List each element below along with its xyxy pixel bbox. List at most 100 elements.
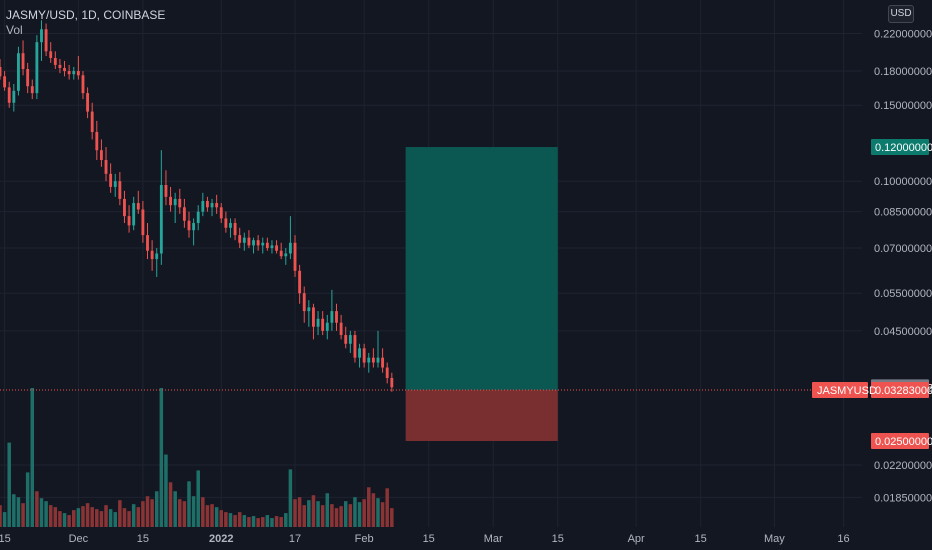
volume-bar [53,507,58,527]
candle-body [385,367,389,378]
volume-bar [35,491,39,527]
volume-bar [173,491,177,527]
price-tag-bg [871,139,929,156]
candle-body [104,159,108,174]
price-tick-label: 0.05500000 [874,288,932,300]
volume-bar [21,503,25,527]
symbol-tag-bg [812,381,868,398]
candle-body [72,71,76,75]
volume-bar [297,497,302,527]
candle-body [136,203,140,210]
candle-body [261,242,265,246]
volume-bar [380,502,385,527]
candle-body [127,216,131,226]
volume-bar [353,497,357,527]
candle-body [7,87,11,103]
volume-bar [164,454,168,527]
volume-bar [224,512,228,527]
candle-body [67,71,71,75]
candle-body [316,318,320,327]
candle-body [164,185,168,197]
candle-body [12,90,16,103]
candle-body [76,71,80,76]
candle-body [201,200,205,212]
candle-body [302,293,306,312]
candle-body [293,242,297,271]
candle-body [63,67,66,72]
volume-bars [0,388,394,527]
candle-body [321,318,325,331]
candle-body [238,235,242,243]
candle-body [90,111,94,133]
time-tick-label: Apr [628,533,645,545]
price-tag: 0.12000000 [871,139,932,156]
long-position-tool[interactable] [405,147,558,442]
candle-body [30,86,34,94]
volume-bar [371,493,376,527]
time-axis[interactable]: 15 Dec 15 2022 17 Feb 15 Mar 15 Apr 15 May 16 [0,533,850,545]
volume-indicator-label[interactable]: Vol [6,23,23,37]
candle-body [275,245,279,251]
currency-button[interactable]: USD [888,5,914,23]
candle-body [44,29,48,52]
price-tick-label: 0.04500000 [874,326,932,338]
candle-body [288,242,292,254]
price-tick-label: 0.07000000 [874,243,932,255]
candle-body [344,335,348,344]
volume-bar [58,511,62,527]
price-axis[interactable]: 0.22000000 0.18000000 0.15000000 0.10000000… [874,28,932,504]
volume-bar [205,505,210,527]
candle-body [307,307,311,312]
candle-body [371,357,375,363]
time-tick-label: Feb [355,533,374,545]
time-tick-label: Dec [69,533,89,545]
candle-body [358,348,361,358]
candle-body [192,223,196,231]
volume-bar [256,518,260,527]
candle-body [270,245,274,249]
time-tick-label: 16 [837,533,849,545]
volume-bar [25,472,30,527]
volume-bar [242,515,247,527]
time-tick-label: 15 [137,533,149,545]
candle-body [0,66,2,77]
time-tick-label: 17 [289,533,301,545]
candle-body [113,181,117,187]
volume-bar [362,499,366,527]
volume-bar [274,516,279,527]
volume-bar [72,510,76,527]
symbol-title[interactable]: JASMY/USD, 1D, COINBASE [6,8,166,22]
candle-body [298,270,302,294]
volume-bar [150,499,154,527]
volume-bar [122,508,127,527]
volume-bar [76,508,81,527]
volume-bar [214,507,219,527]
volume-bar [85,503,90,527]
price-tick-label: 0.01850000 [874,492,932,504]
candle-body [81,75,85,94]
candle-body [178,198,182,208]
volume-bar [90,507,94,527]
candle-body [17,53,20,91]
time-tick-label: 2022 [209,533,233,545]
candle-body [312,307,315,327]
time-tick-label: 15 [0,533,11,545]
candle-body [390,377,394,388]
candle-body [109,173,113,187]
candle-body [353,335,357,358]
time-tick-label: May [764,533,785,545]
volume-bar [228,513,233,527]
volume-bar [0,505,2,527]
volume-bar [233,515,237,527]
candle-body [159,185,163,254]
price-tag: 0.02500000 [871,433,932,450]
volume-bar [201,497,205,527]
profit-zone [405,147,558,390]
candle-body [173,198,177,206]
candle-body [3,76,7,88]
volume-bar [141,501,145,527]
candle-body [123,198,126,217]
volume-bar [316,501,320,527]
